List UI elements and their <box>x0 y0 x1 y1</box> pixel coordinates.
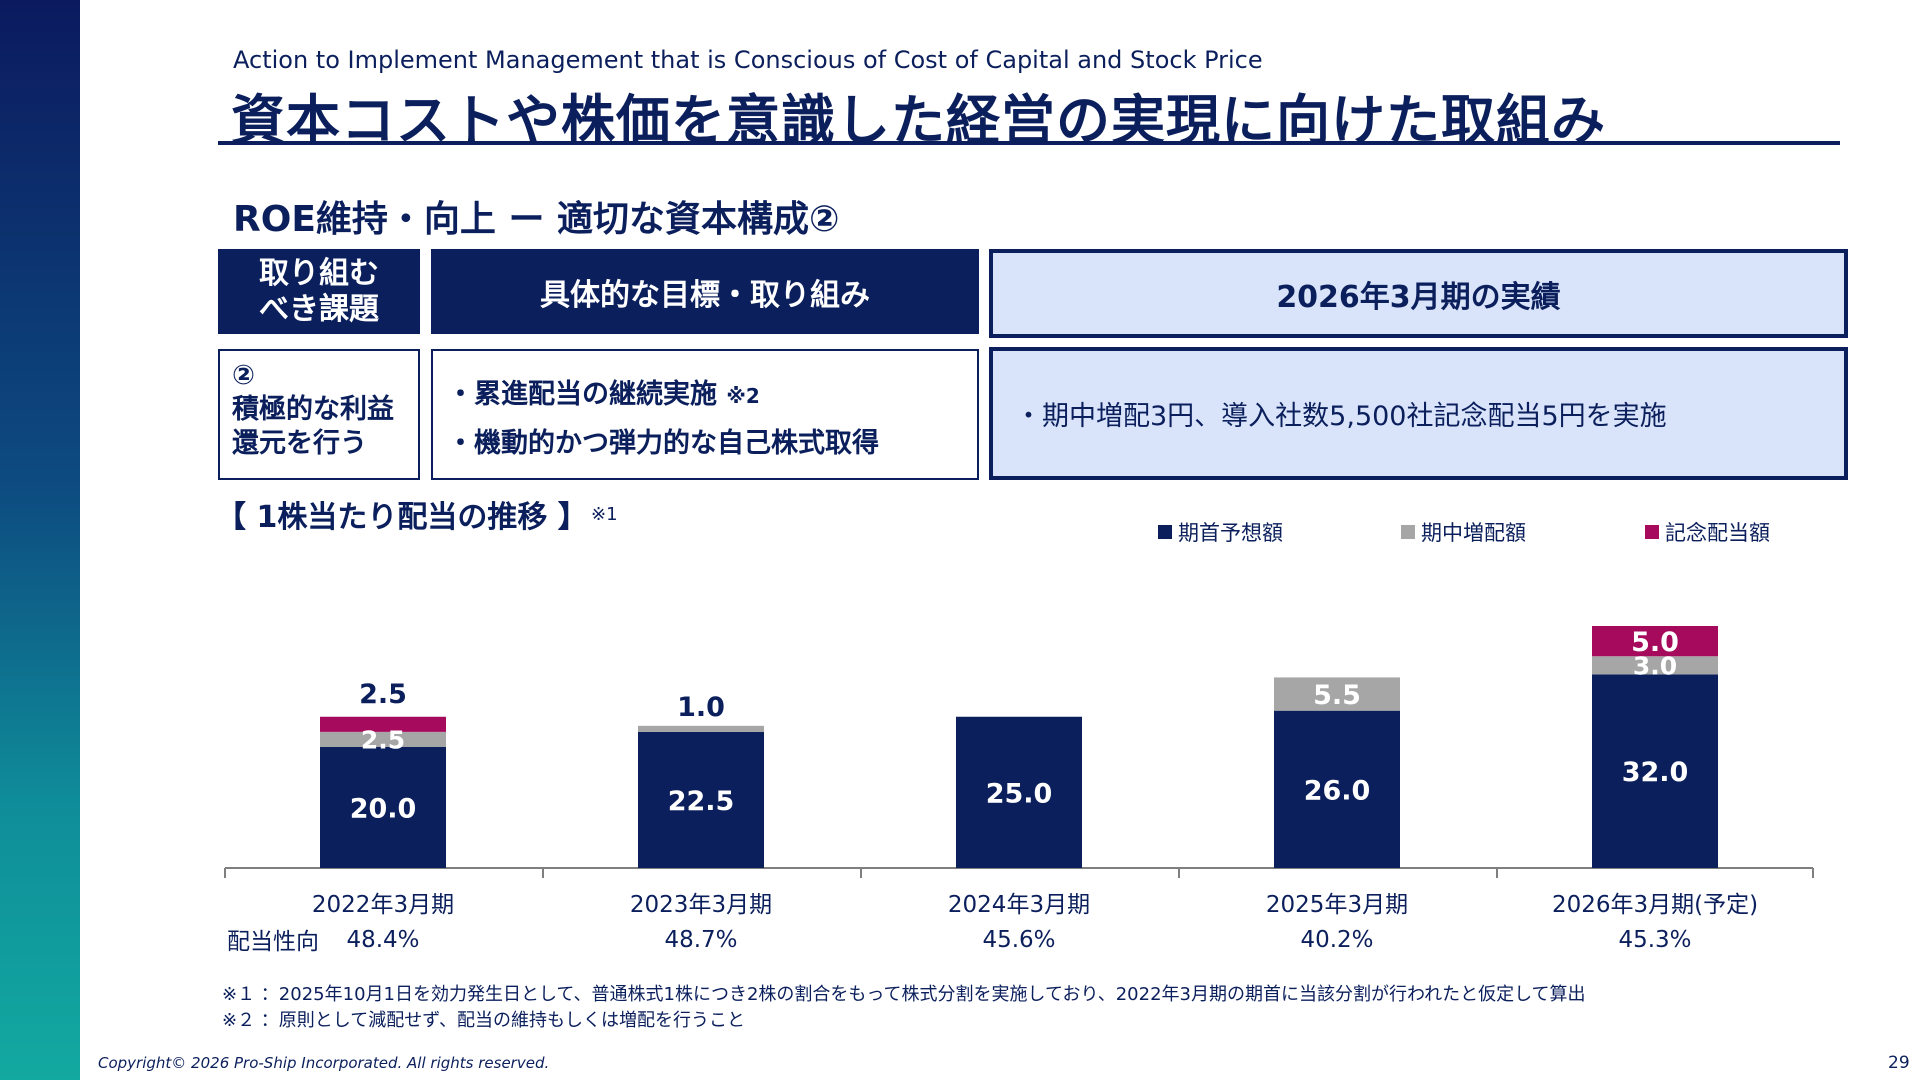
chart-title: 【 1株当たり配当の推移 】 <box>216 500 588 535</box>
bar-commemorative <box>1592 626 1718 657</box>
payout-ratio-value: 45.3% <box>1618 927 1691 953</box>
data-label-initial: 26.0 <box>1304 775 1371 806</box>
payout-ratio-value: 48.4% <box>346 927 419 953</box>
bar-interim <box>638 725 764 732</box>
action-item: ・機動的かつ弾力的な自己株式取得 <box>447 428 879 459</box>
payout-ratio-value: 48.7% <box>664 927 737 953</box>
payout-ratio-label: 配当性向 <box>227 929 319 955</box>
legend-swatch <box>1401 525 1415 539</box>
data-label-interim: 2.5 <box>361 725 405 754</box>
header-issue-line1: 取り組む <box>259 255 379 291</box>
category-label: 2025年3月期 <box>1266 892 1408 918</box>
bar-commemorative <box>320 716 446 732</box>
legend-item-interim: 期中増配額 <box>1401 517 1526 547</box>
bar-interim <box>1274 677 1400 711</box>
bar-initial <box>320 747 446 868</box>
footnote-2: ※２ ：原則として減配せず、配当の維持もしくは増配を行うこと <box>222 1010 746 1031</box>
header-goals: 具体的な目標・取り組み <box>431 249 979 334</box>
payout-ratio-value: 40.2% <box>1300 927 1373 953</box>
cell-issue-line1: 積極的な利益 <box>232 394 394 425</box>
data-label-initial: 25.0 <box>986 778 1053 809</box>
bar-initial <box>1274 710 1400 868</box>
legend-item-initial: 期首予想額 <box>1158 517 1283 547</box>
footnotes: ※１ ：2025年10月1日を効力発生日として、普通株式1株につき2株の割合をも… <box>222 982 1586 1034</box>
page-number: 29 <box>1888 1053 1910 1073</box>
left-accent-bar <box>0 0 80 1080</box>
category-label: 2023年3月期 <box>630 892 772 918</box>
legend-swatch <box>1645 525 1659 539</box>
data-label-interim: 5.5 <box>1313 680 1361 711</box>
footnote-1: ※１ ：2025年10月1日を効力発生日として、普通株式1株につき2株の割合をも… <box>222 984 1586 1005</box>
category-label: 2022年3月期 <box>312 892 454 918</box>
action-item: ・累進配当の継続実施 ※2 <box>447 371 977 420</box>
cell-actions: ・累進配当の継続実施 ※2 ・機動的かつ弾力的な自己株式取得 <box>431 349 979 480</box>
bar-initial <box>638 731 764 868</box>
header-results: 2026年3月期の実績 <box>989 249 1848 338</box>
action-text: ・累進配当の継続実施 <box>447 379 717 410</box>
data-label-interim: 3.0 <box>1633 651 1677 680</box>
payout-ratio-value: 45.6% <box>982 927 1055 953</box>
action-note: ※2 <box>726 384 760 408</box>
data-label-initial: 32.0 <box>1622 757 1689 788</box>
category-label: 2026年3月期(予定) <box>1552 892 1758 918</box>
english-subtitle: Action to Implement Management that is C… <box>233 46 1263 74</box>
category-label: 2024年3月期 <box>948 892 1090 918</box>
bar-initial <box>1592 674 1718 868</box>
bar-interim <box>1592 656 1718 675</box>
cell-issue-number: ② <box>232 360 255 391</box>
legend-label: 期首予想額 <box>1178 521 1283 545</box>
data-label-interim: 1.0 <box>677 692 725 723</box>
legend-swatch <box>1158 525 1172 539</box>
title-underline <box>218 141 1840 145</box>
section-title: ROE維持・向上 ー 適切な資本構成② <box>233 199 840 240</box>
legend-item-commemorative: 記念配当額 <box>1645 517 1770 547</box>
cell-result: ・期中増配3円、導入社数5,500社記念配当5円を実施 <box>989 347 1848 480</box>
bar-initial <box>956 716 1082 868</box>
legend-label: 記念配当額 <box>1665 521 1770 545</box>
chart-title-note: ※1 <box>591 504 618 525</box>
data-label-initial: 22.5 <box>668 786 735 817</box>
copyright: Copyright© 2026 Pro-Ship Incorporated. A… <box>98 1054 550 1072</box>
data-label-commemorative: 2.5 <box>359 679 407 710</box>
cell-issue-line2: 還元を行う <box>232 428 367 459</box>
cell-issue: ② 積極的な利益 還元を行う <box>218 349 420 480</box>
header-issue: 取り組む べき課題 <box>218 249 420 334</box>
header-issue-line2: べき課題 <box>259 291 379 327</box>
data-label-initial: 20.0 <box>350 794 417 825</box>
bar-interim <box>320 731 446 747</box>
legend-label: 期中増配額 <box>1421 521 1526 545</box>
data-label-commemorative: 5.0 <box>1631 627 1679 658</box>
